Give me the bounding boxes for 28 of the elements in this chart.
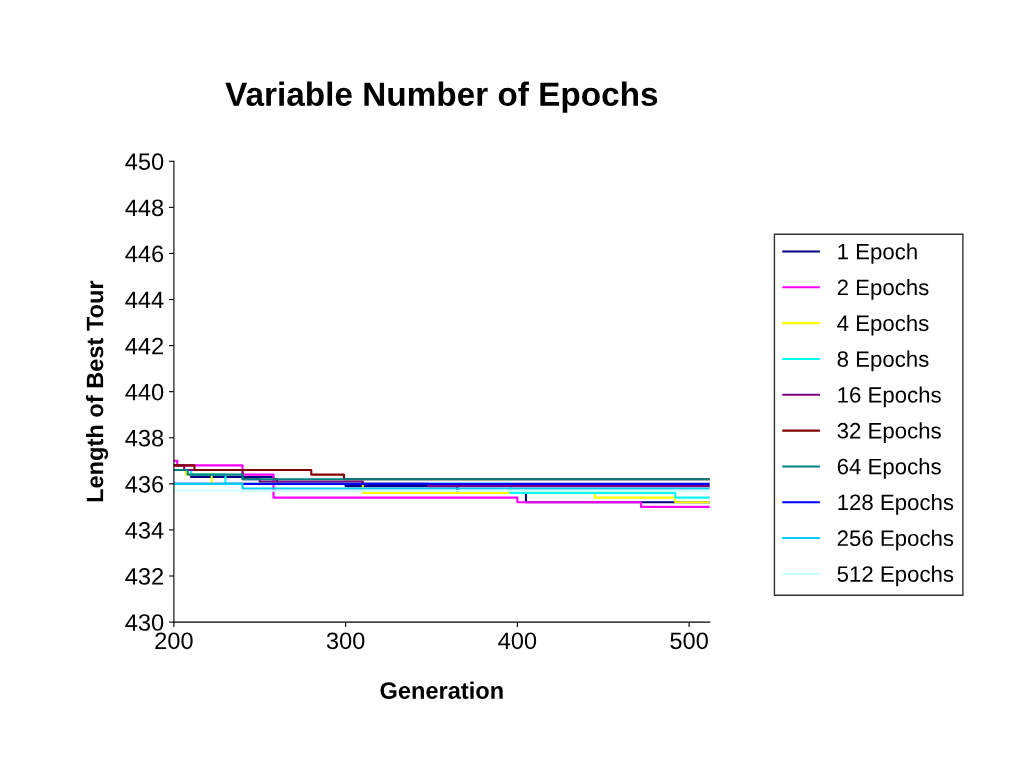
legend-label: 128 Epochs [838,493,954,515]
legend-label: 64 Epochs [837,458,941,479]
chart-title: Variable Number of Epochs [225,81,658,113]
legend-label: 256 Epochs [837,529,954,551]
y-tick-label: 430 [125,614,164,631]
legend-label: 32 Epochs [837,422,941,443]
legend-label: 4 Epochs [837,314,929,336]
y-axis-title: Length of Best Tour [86,280,109,502]
x-tick-label: 400 [498,632,537,650]
y-tick-label: 448 [125,199,164,217]
y-tick-label: 446 [125,245,164,263]
legend-label: 2 Epochs [837,278,929,300]
y-tick-label: 438 [125,429,164,447]
x-tick-label: 200 [155,632,193,650]
y-tick-label: 444 [125,291,164,309]
legend-label: 512 Epochs [837,565,954,587]
y-tick-label: 450 [125,153,164,171]
legend-label: 1 Epoch [838,243,917,264]
y-tick-label: 432 [125,568,163,585]
x-tick-label: 300 [326,632,365,650]
y-tick-label: 440 [125,383,164,401]
y-tick-label: 434 [125,521,164,539]
legend-label: 8 Epochs [837,350,929,372]
y-tick-label: 442 [125,337,163,355]
y-tick-label: 436 [125,475,164,493]
x-tick-label: 500 [670,632,708,650]
legend-label: 16 Epochs [838,386,941,408]
x-axis-title: Generation [380,681,503,699]
